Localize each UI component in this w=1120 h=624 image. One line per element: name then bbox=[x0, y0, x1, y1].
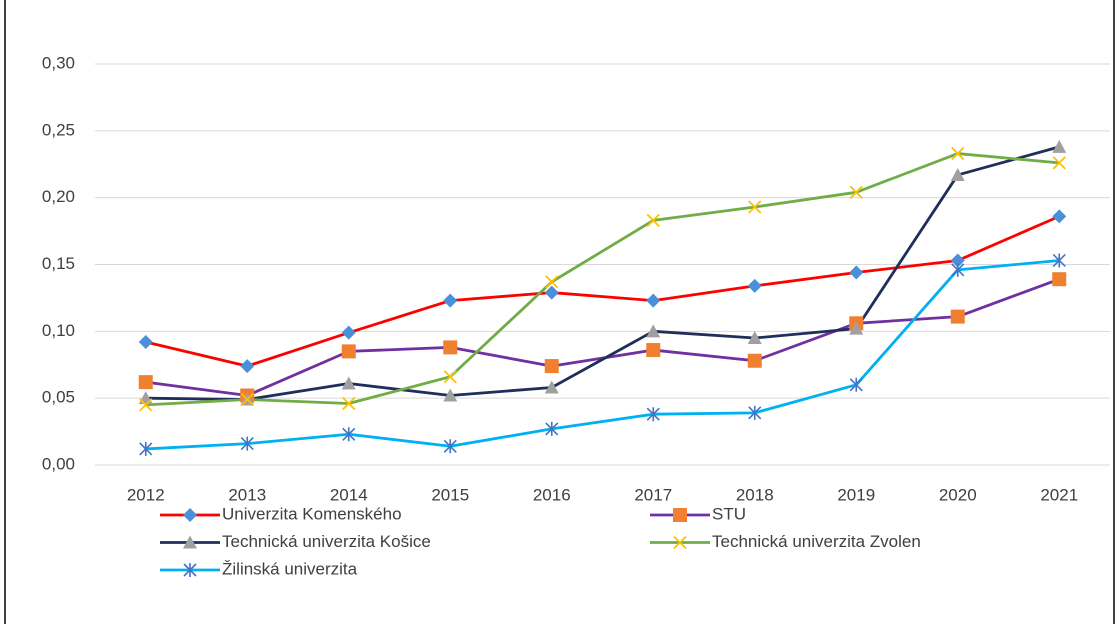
legend-marker bbox=[673, 508, 687, 522]
data-point bbox=[545, 421, 559, 436]
x-tick-label: 2013 bbox=[228, 485, 266, 504]
x-tick-label: 2017 bbox=[634, 485, 672, 504]
data-point bbox=[951, 262, 965, 277]
data-point bbox=[138, 375, 153, 390]
legend-marker bbox=[673, 535, 687, 550]
legend-label: Univerzita Komenského bbox=[222, 504, 402, 523]
data-point bbox=[646, 324, 661, 338]
chart-border bbox=[4, 0, 1115, 624]
data-point bbox=[646, 293, 661, 308]
y-tick-label: 0,00 bbox=[42, 454, 75, 473]
x-tick-label: 2019 bbox=[837, 485, 875, 504]
x-tick-label: 2015 bbox=[431, 485, 469, 504]
data-point bbox=[1052, 209, 1067, 224]
data-point bbox=[748, 405, 762, 420]
y-tick-label: 0,30 bbox=[42, 53, 75, 72]
data-point bbox=[747, 353, 762, 368]
legend-marker bbox=[183, 508, 197, 522]
legend-label: Technická univerzita Zvolen bbox=[712, 532, 921, 551]
data-point bbox=[443, 388, 458, 402]
y-tick-label: 0,20 bbox=[42, 187, 75, 206]
x-tick-label: 2018 bbox=[736, 485, 774, 504]
legend-label: STU bbox=[712, 504, 746, 523]
data-point bbox=[544, 380, 559, 394]
data-point bbox=[950, 309, 965, 324]
series-line bbox=[145, 215, 1060, 368]
data-point bbox=[849, 377, 863, 392]
data-point bbox=[545, 275, 559, 289]
data-point bbox=[544, 285, 559, 300]
data-point bbox=[1052, 139, 1067, 153]
data-point bbox=[443, 439, 457, 454]
data-point bbox=[747, 278, 762, 293]
data-point bbox=[443, 340, 458, 355]
data-point bbox=[646, 407, 660, 422]
data-point bbox=[342, 396, 356, 411]
data-point bbox=[950, 167, 965, 181]
y-tick-label: 0,25 bbox=[42, 120, 75, 139]
data-point bbox=[748, 200, 762, 214]
data-point bbox=[849, 185, 863, 199]
legend-marker bbox=[183, 563, 197, 577]
x-tick-label: 2012 bbox=[127, 485, 165, 504]
legend-marker bbox=[183, 535, 197, 549]
data-point bbox=[747, 331, 762, 345]
data-point bbox=[138, 335, 153, 350]
data-point bbox=[139, 441, 153, 456]
data-point bbox=[1052, 253, 1066, 268]
data-point bbox=[849, 321, 864, 335]
data-point bbox=[544, 359, 559, 374]
series-line bbox=[145, 259, 1060, 451]
data-point bbox=[341, 325, 356, 340]
data-point bbox=[1052, 156, 1066, 170]
data-point bbox=[646, 343, 661, 358]
series-line bbox=[145, 145, 1060, 401]
data-point bbox=[443, 293, 458, 308]
series-line bbox=[145, 152, 1060, 407]
x-tick-label: 2020 bbox=[939, 485, 977, 504]
data-point bbox=[950, 253, 965, 268]
data-point bbox=[1052, 272, 1067, 287]
y-tick-label: 0,05 bbox=[42, 388, 75, 407]
legend-label: Žilinská univerzita bbox=[222, 559, 358, 578]
data-point bbox=[443, 370, 457, 384]
y-tick-label: 0,15 bbox=[42, 254, 75, 273]
x-tick-label: 2016 bbox=[533, 485, 571, 504]
data-point bbox=[341, 376, 356, 390]
data-point bbox=[240, 436, 254, 451]
data-point bbox=[240, 359, 255, 374]
data-point bbox=[342, 427, 356, 442]
data-point bbox=[341, 344, 356, 359]
data-point bbox=[646, 213, 660, 228]
data-point bbox=[849, 265, 864, 280]
y-tick-label: 0,10 bbox=[42, 321, 75, 340]
data-point bbox=[240, 392, 254, 407]
data-point bbox=[139, 398, 153, 412]
data-point bbox=[951, 146, 965, 161]
legend-label: Technická univerzita Košice bbox=[222, 532, 431, 551]
x-tick-label: 2021 bbox=[1040, 485, 1078, 504]
x-tick-label: 2014 bbox=[330, 485, 368, 504]
